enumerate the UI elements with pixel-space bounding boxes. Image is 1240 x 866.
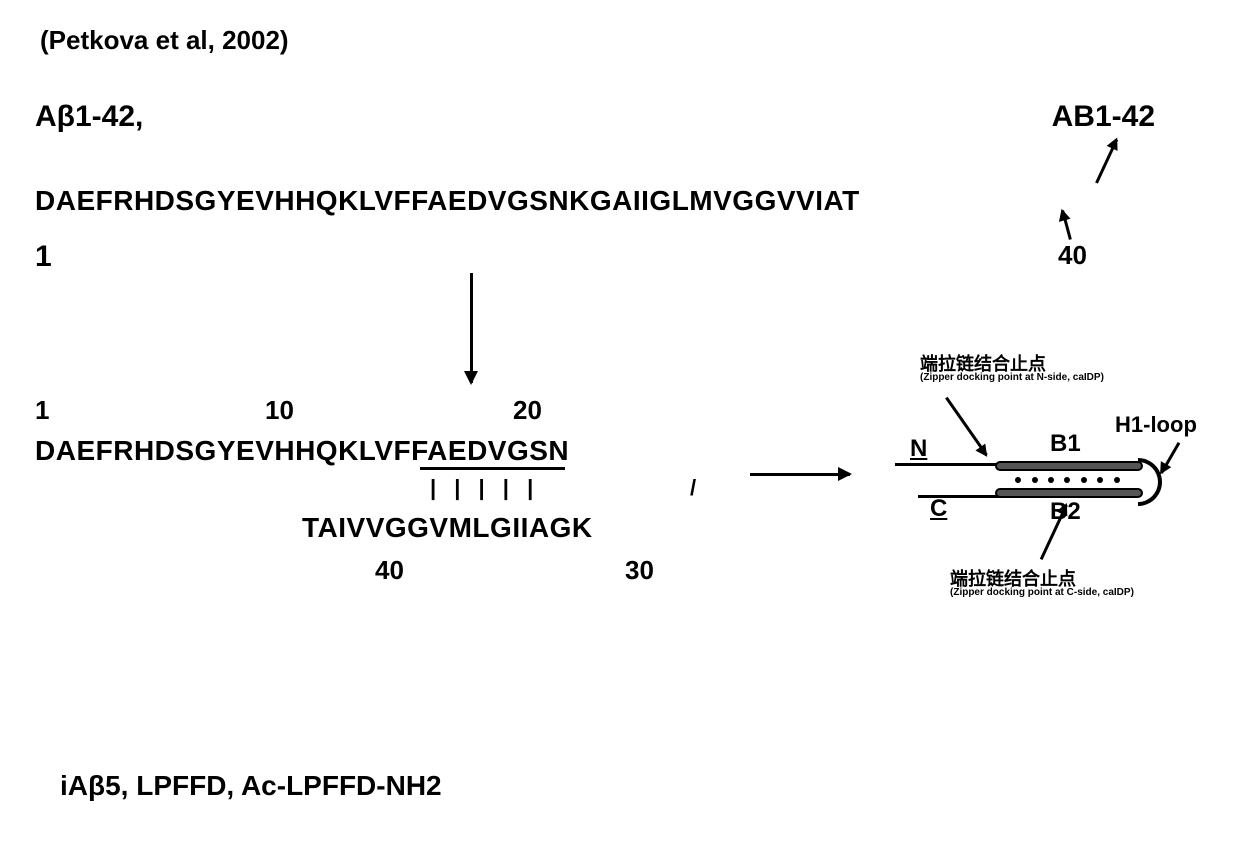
arrow-down-main: [470, 273, 473, 383]
sequence-bottom: TAIVVGGVMLGIIAGK: [302, 512, 593, 544]
zipper-dots: [1010, 473, 1125, 487]
ruler-40: 40: [375, 555, 404, 586]
top-annotation-sub: (Zipper docking point at N-side, caIDP): [920, 372, 1104, 383]
sequence-top: DAEFRHDSGYEVHHQKLVFFAEDVGSN: [35, 435, 569, 467]
ab-label-right: AB1-42: [1052, 100, 1155, 134]
bottom-annotation-sub: (Zipper docking point at C-side, caIDP): [950, 587, 1134, 598]
ruler-1: 1: [35, 395, 49, 426]
c-terminus-label: C: [930, 495, 947, 523]
sequence-number-1: 1: [35, 240, 52, 274]
arrow-top-annotation: [945, 397, 988, 456]
beta1-bar: [995, 461, 1143, 471]
citation-text: (Petkova et al, 2002): [40, 25, 289, 56]
alignment-ticks: | | | | |: [430, 475, 539, 501]
h1-loop-label: H1-loop: [1115, 412, 1197, 438]
n-terminus-label: N: [910, 435, 927, 463]
beta-sheet-schematic: 端拉链结合止点 (Zipper docking point at N-side,…: [870, 350, 1220, 630]
sequence-full: DAEFRHDSGYEVHHQKLVFFAEDVGSNKGAIIGLMVGGVV…: [35, 185, 860, 217]
underline-klvff: [420, 467, 565, 470]
slash-mark: /: [690, 475, 696, 501]
arrow-h1-loop: [1160, 442, 1180, 474]
ab-label-left: Aβ1-42,: [35, 100, 143, 134]
arrow-right-to-schematic: [750, 473, 850, 476]
iab5-label: iAβ5, LPFFD, Ac-LPFFD-NH2: [60, 770, 442, 802]
ruler-20: 20: [513, 395, 542, 426]
sequence-number-40: 40: [1058, 240, 1087, 271]
ruler-30: 30: [625, 555, 654, 586]
ruler-10: 10: [265, 395, 294, 426]
arrow-up-40: [1061, 210, 1072, 240]
beta2-bar: [995, 488, 1143, 498]
beta1-label: B1: [1050, 430, 1081, 458]
arrow-ab-right: [1095, 139, 1118, 184]
